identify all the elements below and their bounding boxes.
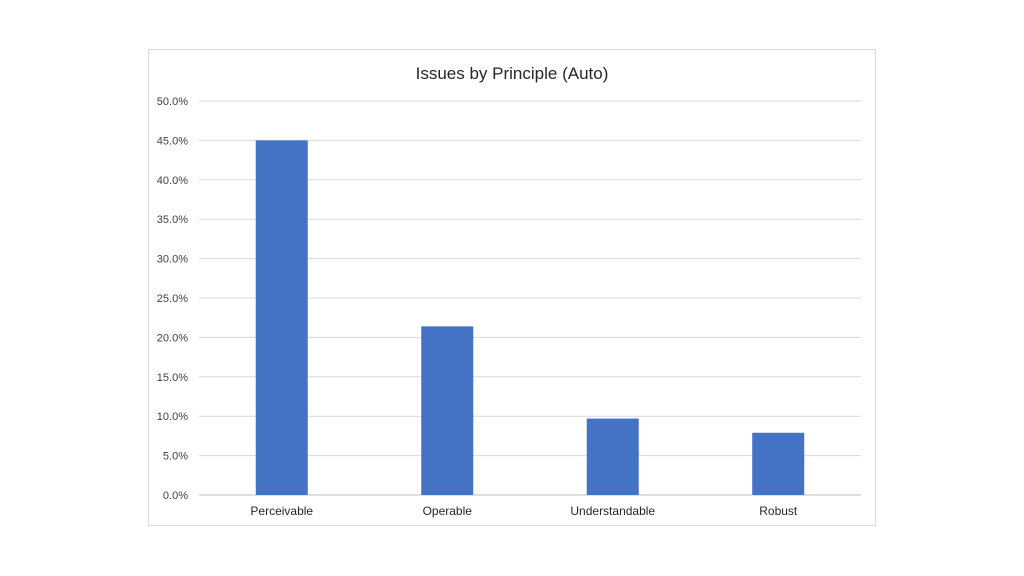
y-tick-label: 25.0% [157,293,188,305]
y-tick-label: 5.0% [163,451,188,463]
category-label: Robust [759,504,798,518]
y-tick-label: 45.0% [157,135,188,147]
gridlines [199,100,861,496]
bar-understandable [586,418,639,495]
category-label: Perceivable [250,504,313,518]
y-tick-label: 50.0% [157,96,188,108]
chart-title: Issues by Principle (Auto) [416,64,609,83]
bar-robust [752,432,805,495]
y-tick-label: 40.0% [157,175,188,187]
y-tick-label: 0.0% [163,490,188,502]
y-tick-label: 35.0% [157,214,188,226]
y-tick-label: 30.0% [157,254,188,266]
y-tick-label: 15.0% [157,372,188,384]
category-label: Operable [423,504,473,518]
bar-operable [421,326,474,495]
x-axis-categories: Perceivable Operable Understandable Robust [250,504,798,518]
category-label: Understandable [570,504,655,518]
y-tick-label: 20.0% [157,332,188,344]
bars [255,140,805,495]
y-axis-ticks: 0.0% 5.0% 10.0% 15.0% 20.0% 25.0% 30.0% 35.0% 40… [157,96,188,502]
bar-perceivable [255,140,308,495]
y-tick-label: 10.0% [157,411,188,423]
